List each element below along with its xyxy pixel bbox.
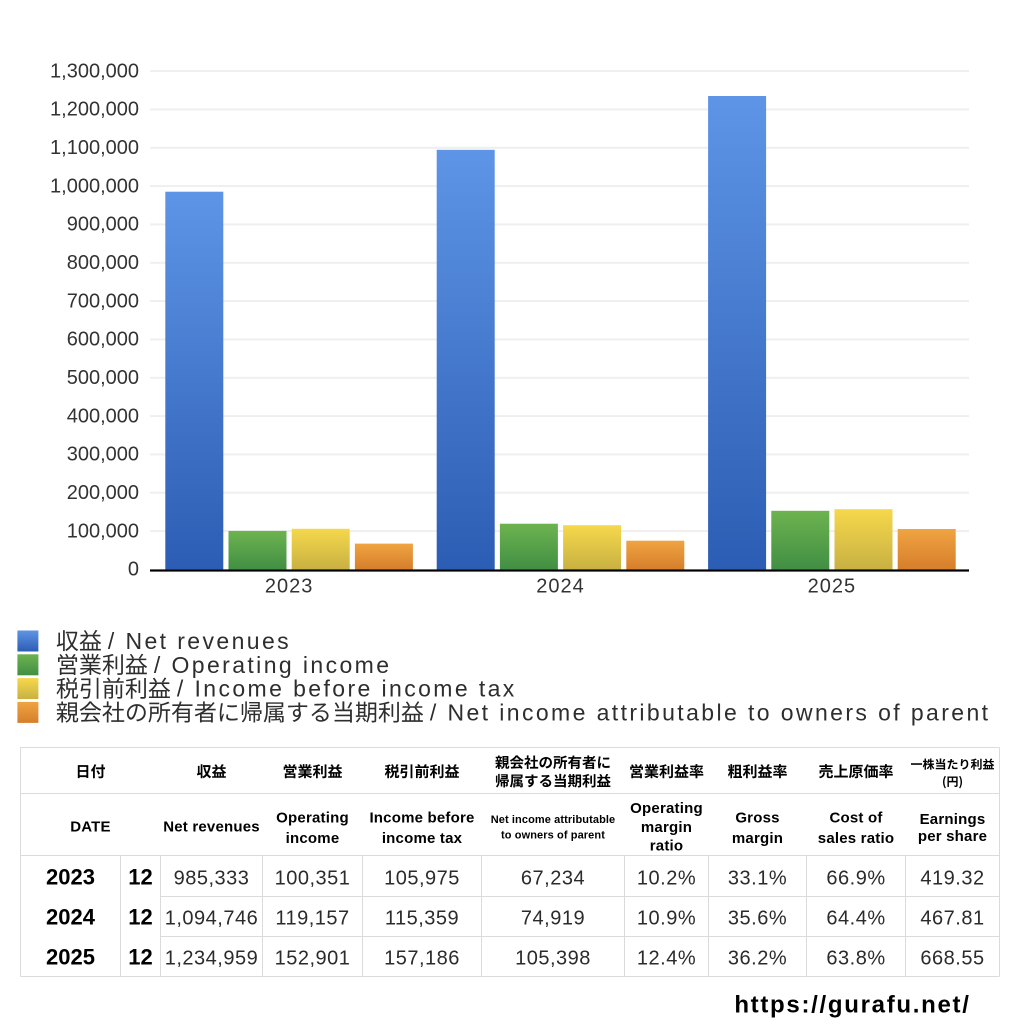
svg-text:income: income — [286, 830, 340, 847]
svg-text:985,333: 985,333 — [174, 867, 250, 889]
svg-text:152,901: 152,901 — [275, 947, 351, 969]
svg-text:/ Net revenues: / Net revenues — [108, 628, 291, 654]
svg-text:12: 12 — [128, 864, 152, 889]
svg-text:https://gurafu.net/: https://gurafu.net/ — [734, 991, 970, 1018]
svg-text:2025: 2025 — [46, 944, 95, 969]
svg-text:12: 12 — [128, 904, 152, 929]
svg-text:66.9%: 66.9% — [826, 867, 885, 889]
svg-text:64.4%: 64.4% — [826, 907, 885, 929]
svg-text:1,200,000: 1,200,000 — [50, 99, 139, 121]
svg-text:35.6%: 35.6% — [728, 907, 787, 929]
svg-text:/ Net income attributable to o: / Net income attributable to owners of p… — [430, 699, 991, 725]
svg-text:105,975: 105,975 — [384, 867, 460, 889]
svg-text:105,398: 105,398 — [515, 947, 591, 969]
svg-text:419.32: 419.32 — [920, 867, 984, 889]
svg-text:1,000,000: 1,000,000 — [50, 175, 139, 197]
svg-text:10.2%: 10.2% — [637, 867, 696, 889]
svg-text:1,234,959: 1,234,959 — [165, 947, 258, 969]
svg-text:600,000: 600,000 — [67, 329, 139, 351]
svg-text:500,000: 500,000 — [67, 367, 139, 389]
svg-text:Net income attributable: Net income attributable — [491, 814, 616, 826]
svg-text:115,359: 115,359 — [385, 907, 459, 929]
svg-text:Earnings: Earnings — [920, 811, 986, 828]
svg-text:Operating: Operating — [276, 809, 349, 826]
svg-text:2023: 2023 — [265, 576, 314, 598]
svg-text:margin: margin — [641, 819, 692, 836]
svg-text:1,100,000: 1,100,000 — [50, 137, 139, 159]
svg-text:63.8%: 63.8% — [826, 947, 885, 969]
svg-text:33.1%: 33.1% — [728, 867, 787, 889]
svg-text:sales ratio: sales ratio — [818, 830, 894, 847]
svg-text:800,000: 800,000 — [67, 252, 139, 274]
svg-text:to owners of parent: to owners of parent — [501, 829, 605, 841]
svg-text:Income before: Income before — [369, 809, 474, 826]
svg-text:100,351: 100,351 — [275, 867, 351, 889]
svg-text:67,234: 67,234 — [521, 867, 585, 889]
svg-text:12: 12 — [128, 944, 152, 969]
svg-text:74,919: 74,919 — [521, 907, 585, 929]
svg-text:Net revenues: Net revenues — [163, 819, 260, 836]
svg-text:36.2%: 36.2% — [728, 947, 787, 969]
svg-text:/ Operating income: / Operating income — [154, 652, 392, 678]
svg-text:0: 0 — [128, 559, 139, 581]
svg-text:100,000: 100,000 — [67, 520, 139, 542]
svg-text:ratio: ratio — [650, 838, 684, 855]
svg-text:income tax: income tax — [382, 830, 463, 847]
svg-text:2024: 2024 — [536, 576, 585, 598]
svg-text:DATE: DATE — [70, 819, 111, 836]
svg-text:700,000: 700,000 — [67, 290, 139, 312]
svg-text:2023: 2023 — [46, 864, 95, 889]
svg-text:900,000: 900,000 — [67, 214, 139, 236]
svg-text:per share: per share — [918, 828, 987, 845]
svg-text:Operating: Operating — [630, 800, 703, 817]
svg-text:2025: 2025 — [808, 576, 857, 598]
svg-text:Cost of: Cost of — [829, 809, 883, 826]
svg-text:200,000: 200,000 — [67, 482, 139, 504]
svg-text:Gross: Gross — [735, 809, 779, 826]
svg-text:1,094,746: 1,094,746 — [165, 907, 258, 929]
svg-text:1,300,000: 1,300,000 — [50, 60, 139, 82]
svg-text:119,157: 119,157 — [275, 907, 349, 929]
svg-text:2024: 2024 — [46, 904, 96, 929]
svg-text:668.55: 668.55 — [920, 947, 984, 969]
svg-text:10.9%: 10.9% — [637, 907, 696, 929]
svg-text:467.81: 467.81 — [920, 907, 984, 929]
svg-text:margin: margin — [732, 830, 783, 847]
svg-text:300,000: 300,000 — [67, 444, 139, 466]
svg-text:157,186: 157,186 — [384, 947, 460, 969]
svg-text:400,000: 400,000 — [67, 405, 139, 427]
svg-text:/ Income before income tax: / Income before income tax — [177, 676, 517, 702]
svg-text:12.4%: 12.4% — [637, 947, 696, 969]
